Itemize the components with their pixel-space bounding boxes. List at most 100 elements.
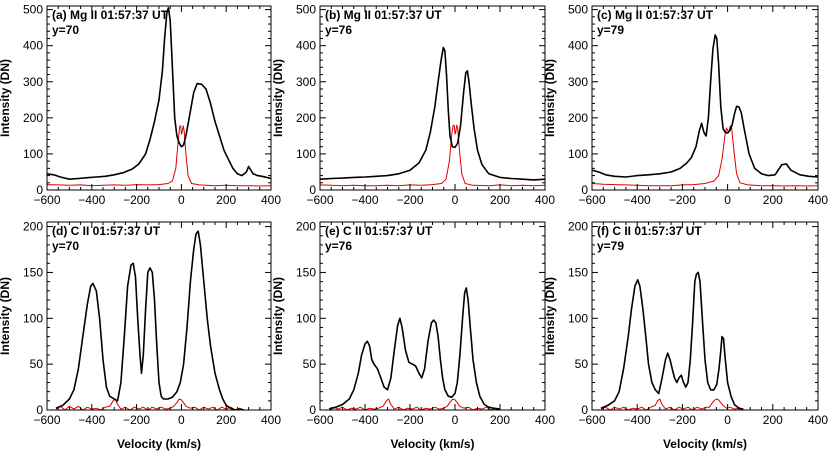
y-tick-label: 100 xyxy=(23,311,43,325)
y-tick-label: 200 xyxy=(23,220,43,234)
x-tick-label: −200 xyxy=(123,193,150,207)
y-tick-label: 50 xyxy=(575,357,589,371)
series-line-observed xyxy=(55,230,245,410)
y-axis-label: Intensity (DN) xyxy=(271,59,285,137)
y-tick-label: 0 xyxy=(309,403,316,417)
y-tick-label: 400 xyxy=(296,39,316,53)
chart-panel-d: −600 −400 −200 0 200 400 0 50 100 150 200 Intensity… xyxy=(0,220,281,451)
x-axis-label: Velocity (km/s) xyxy=(663,437,747,451)
panel-subtitle: y=79 xyxy=(597,239,624,253)
chart-panel-b: −600 −400 −200 0 200 400 0 100 200 300 400 500 Inten… xyxy=(271,3,555,207)
y-axis-label: Intensity (DN) xyxy=(271,277,285,355)
y-tick-label: 150 xyxy=(296,265,316,279)
x-tick-label: 200 xyxy=(216,193,236,207)
y-axis-label: Intensity (DN) xyxy=(0,277,12,355)
y-axis-label: Intensity (DN) xyxy=(0,59,12,137)
series-line-reference xyxy=(328,398,501,410)
x-tick-label: −400 xyxy=(624,193,651,207)
y-tick-label: 400 xyxy=(568,39,588,53)
x-tick-label: 400 xyxy=(261,193,281,207)
plot-frame xyxy=(591,221,819,411)
panel-title: (c) Mg II 01:57:37 UT xyxy=(597,8,714,22)
x-tick-label: 200 xyxy=(216,413,236,427)
y-tick-label: 200 xyxy=(23,111,43,125)
panel-title: (f) C II 01:57:37 UT xyxy=(597,224,702,238)
y-tick-label: 500 xyxy=(296,3,316,17)
series-line-observed xyxy=(47,7,271,180)
panel-subtitle: y=76 xyxy=(325,239,352,253)
x-tick-label: −400 xyxy=(351,413,378,427)
chart-panel-f: −600 −400 −200 0 200 400 0 50 100 150 200 Intensity… xyxy=(543,220,828,451)
y-tick-label: 300 xyxy=(296,75,316,89)
y-tick-label: 100 xyxy=(568,311,588,325)
x-tick-label: −600 xyxy=(33,193,60,207)
x-tick-label: −400 xyxy=(78,193,105,207)
y-tick-label: 200 xyxy=(568,111,588,125)
x-tick-label: −400 xyxy=(624,413,651,427)
x-axis-label: Velocity (km/s) xyxy=(117,437,201,451)
x-tick-label: 400 xyxy=(808,193,828,207)
x-tick-label: 400 xyxy=(535,193,555,207)
x-tick-label: 200 xyxy=(763,413,783,427)
y-tick-label: 0 xyxy=(581,183,588,197)
x-tick-label: 200 xyxy=(490,413,510,427)
panel-subtitle: y=76 xyxy=(325,23,352,37)
chart-panel-e: −600 −400 −200 0 200 400 0 50 100 150 200 Intensity… xyxy=(271,220,555,451)
series-line-observed xyxy=(592,34,818,178)
x-tick-label: 0 xyxy=(178,193,185,207)
y-tick-label: 0 xyxy=(36,183,43,197)
y-tick-label: 50 xyxy=(30,357,44,371)
series-line-observed xyxy=(600,271,744,410)
x-tick-label: −200 xyxy=(669,193,696,207)
panel-subtitle: y=79 xyxy=(597,23,624,37)
x-tick-label: 400 xyxy=(808,413,828,427)
series-line-reference xyxy=(320,124,545,187)
y-tick-label: 100 xyxy=(296,147,316,161)
x-tick-label: 400 xyxy=(535,413,555,427)
y-tick-label: 200 xyxy=(296,111,316,125)
series-line-observed xyxy=(320,46,545,181)
chart-panel-a: −600 −400 −200 0 200 400 0 100 200 300 400 500 Inten… xyxy=(0,3,281,207)
y-axis-label: Intensity (DN) xyxy=(543,59,557,137)
x-tick-label: −600 xyxy=(33,413,60,427)
y-tick-label: 200 xyxy=(568,220,588,234)
y-tick-label: 150 xyxy=(568,265,588,279)
y-tick-label: 500 xyxy=(23,3,43,17)
x-tick-label: 200 xyxy=(763,193,783,207)
panel-subtitle: y=70 xyxy=(52,23,79,37)
y-tick-label: 500 xyxy=(568,3,588,17)
y-tick-label: 100 xyxy=(296,311,316,325)
x-tick-label: −600 xyxy=(306,193,333,207)
x-tick-label: 0 xyxy=(452,193,459,207)
x-tick-label: 0 xyxy=(724,193,731,207)
x-tick-label: −200 xyxy=(396,193,423,207)
y-tick-label: 100 xyxy=(568,147,588,161)
x-tick-label: 0 xyxy=(178,413,185,427)
x-tick-label: −600 xyxy=(578,413,605,427)
x-tick-label: −600 xyxy=(578,193,605,207)
series-line-reference xyxy=(600,398,744,410)
panel-title: (a) Mg II 01:57:37 UT xyxy=(52,8,169,22)
panel-title: (d) C II 01:57:37 UT xyxy=(52,224,161,238)
x-tick-label: −400 xyxy=(78,413,105,427)
plot-frame xyxy=(319,5,546,191)
panel-subtitle: y=70 xyxy=(52,239,79,253)
y-tick-label: 100 xyxy=(23,147,43,161)
y-tick-label: 150 xyxy=(23,265,43,279)
x-tick-label: 200 xyxy=(490,193,510,207)
panel-title: (b) Mg II 01:57:37 UT xyxy=(325,8,442,22)
y-tick-label: 400 xyxy=(23,39,43,53)
x-tick-label: −200 xyxy=(396,413,423,427)
y-tick-label: 300 xyxy=(568,75,588,89)
x-tick-label: −600 xyxy=(306,413,333,427)
series-line-reference xyxy=(47,125,271,187)
panel-title: (e) C II 01:57:37 UT xyxy=(325,224,433,238)
x-tick-label: −200 xyxy=(669,413,696,427)
y-tick-label: 300 xyxy=(23,75,43,89)
x-tick-label: −200 xyxy=(123,413,150,427)
y-tick-label: 0 xyxy=(309,183,316,197)
y-tick-label: 0 xyxy=(581,403,588,417)
y-tick-label: 50 xyxy=(303,357,317,371)
y-tick-label: 0 xyxy=(36,403,43,417)
